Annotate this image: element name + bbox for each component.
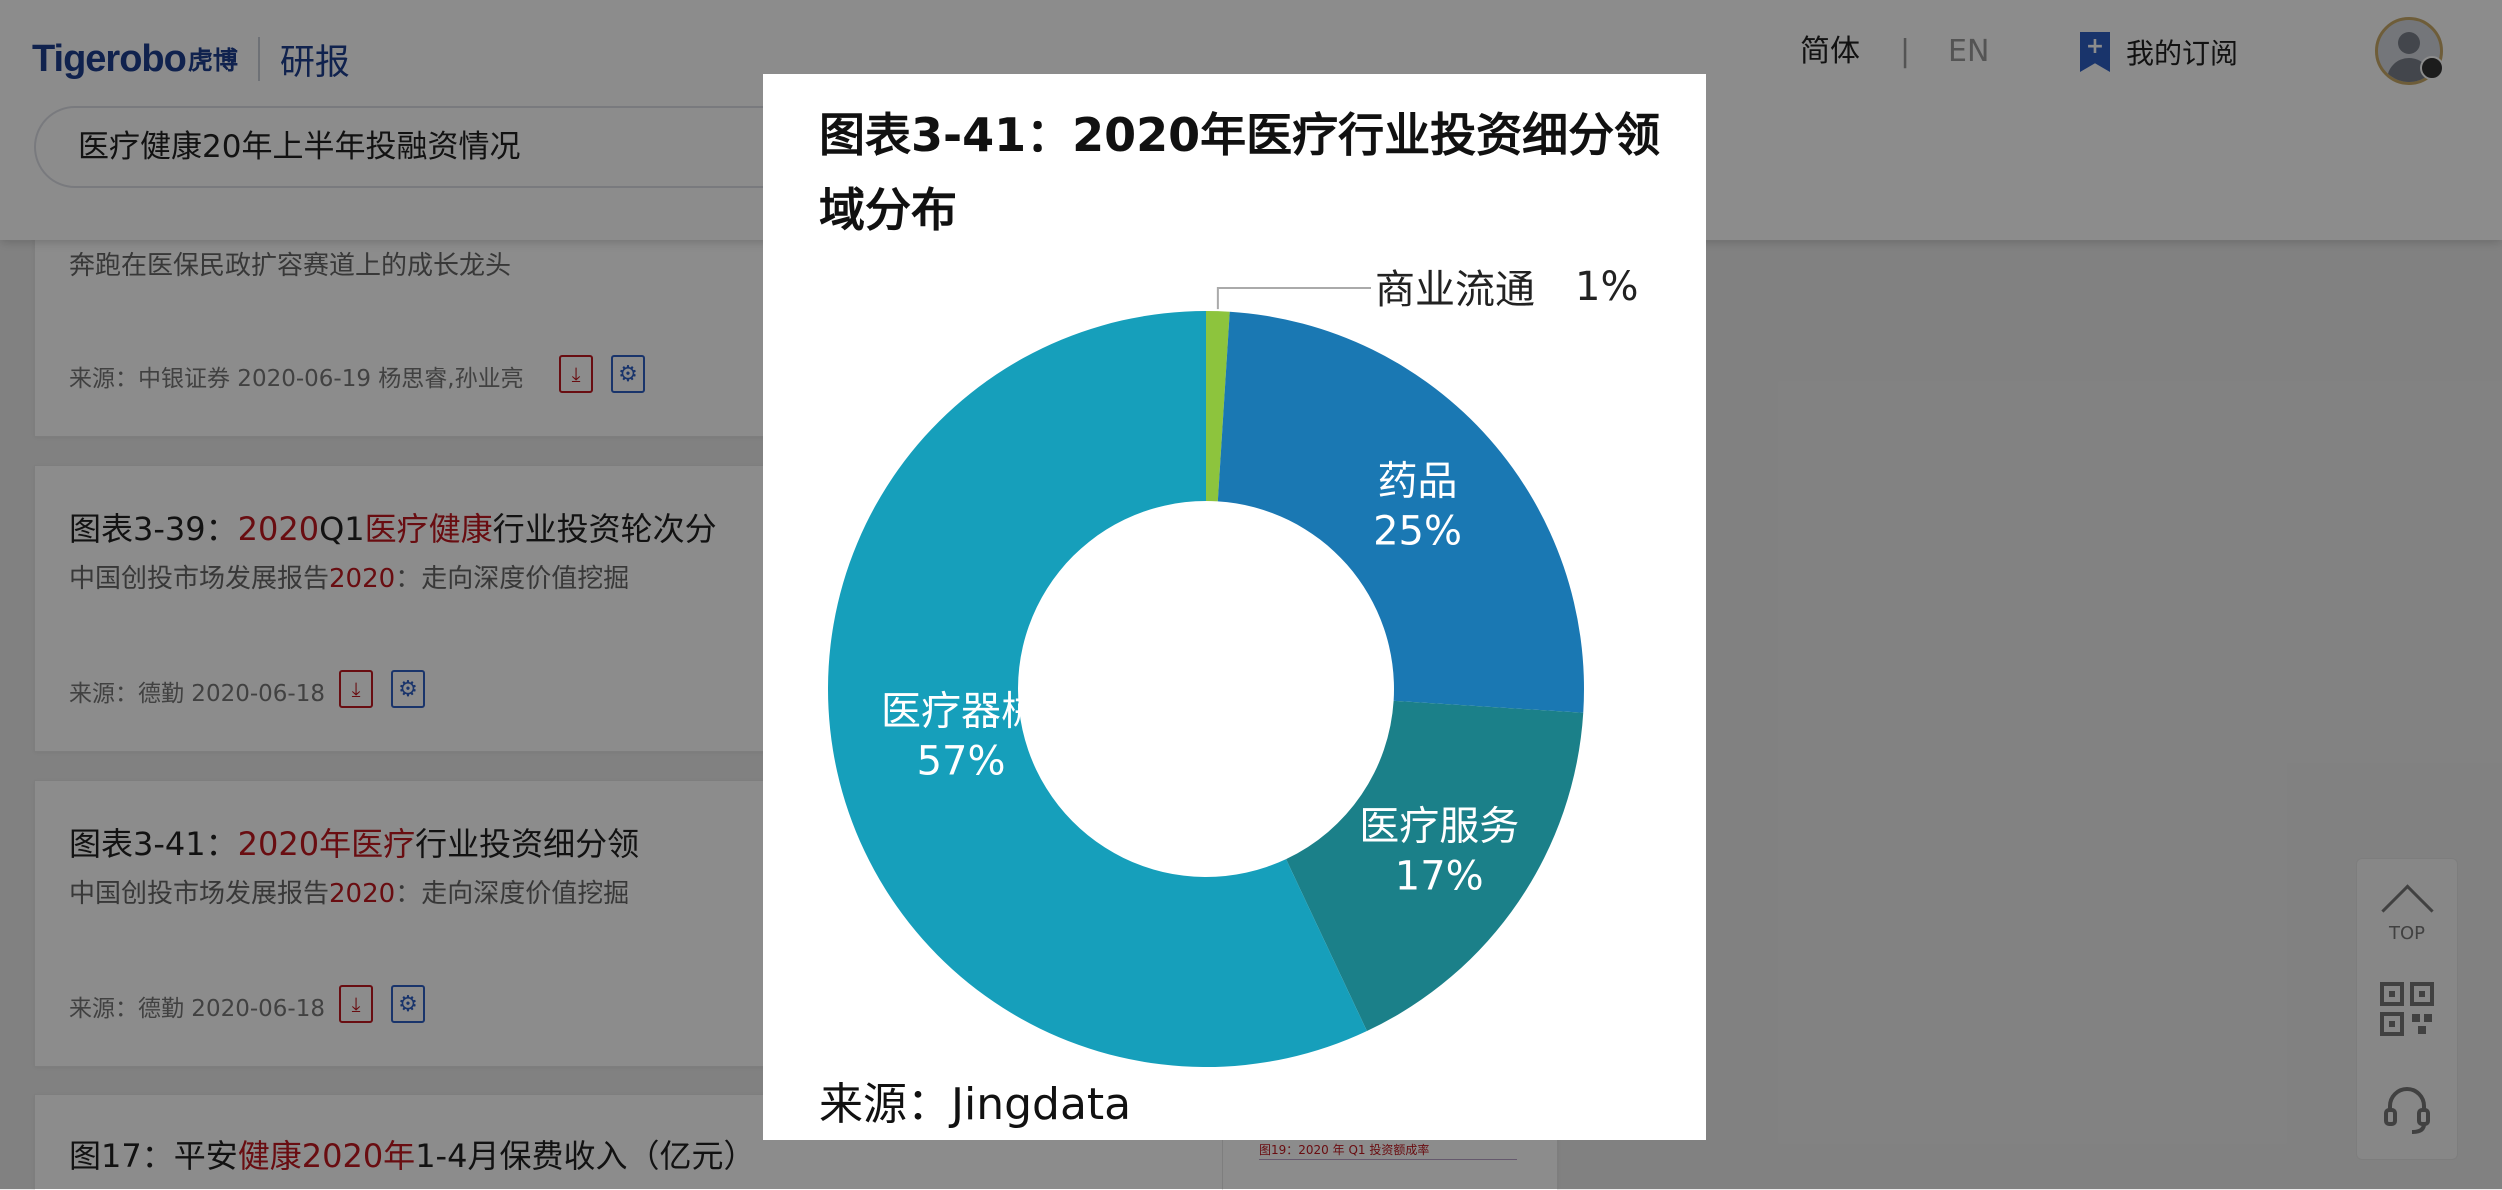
headset-icon [2384, 1087, 2430, 1134]
donut-slice-label: 医疗服务 [1359, 804, 1519, 850]
user-avatar[interactable] [2375, 17, 2443, 85]
title-part: Q1 [319, 510, 365, 548]
title-part: 行业投资轮次分 [492, 510, 717, 548]
pdf-icon[interactable]: ⤓ [339, 985, 373, 1023]
customer-service-button[interactable] [2357, 1059, 2457, 1159]
view-source-icon[interactable]: ⚙ [391, 670, 425, 708]
title-part: 图表3-41： [69, 825, 238, 863]
title-part: 图表3-39： [69, 510, 238, 548]
my-subscriptions-label: 我的订阅 [2126, 37, 2239, 70]
logo-cn-text: 虎博 [187, 46, 238, 75]
result-source-meta: 来源：德勤 2020-06-18 [69, 681, 325, 707]
avatar-head-shape [2398, 32, 2420, 54]
title-part: 图17：平安 [69, 1137, 238, 1175]
lang-divider: | [1900, 34, 1911, 69]
result-subtitle: 奔跑在医保民政扩容赛道上的成长龙头 [69, 251, 512, 281]
donut-slice [1206, 311, 1230, 502]
search-query-text: 医疗健康20年上半年投融资情况 [78, 129, 521, 165]
result-title[interactable]: 图17：平安健康2020年1-4月保费收入（亿元） [69, 1131, 755, 1177]
subtitle-part: ：走向深度价值挖掘 [395, 879, 630, 909]
view-source-icon[interactable]: ⚙ [611, 355, 645, 393]
my-subscriptions-link[interactable]: + 我的订阅 [2080, 32, 2238, 72]
title-part: 1-4月保费收入（亿元） [415, 1137, 756, 1175]
lang-english[interactable]: EN [1948, 34, 1990, 69]
lang-simplified-chinese[interactable]: 简体 [1800, 34, 1860, 69]
title-part: 行业投资细分领 [415, 825, 640, 863]
donut-slice-label: 1% [1575, 264, 1638, 310]
result-subtitle: 中国创投市场发展报告2020：走向深度价值挖掘 [69, 873, 629, 910]
result-source-meta: 来源：德勤 2020-06-18 [69, 996, 325, 1022]
logo-text: Tigerobo [32, 37, 187, 80]
donut-slice-label: 17% [1395, 854, 1484, 900]
title-highlight: 2020年医疗 [237, 825, 416, 863]
result-source-meta: 来源：中银证券 2020-06-19 杨思睿,孙业亮 [69, 366, 524, 392]
qr-code-icon [2380, 982, 2434, 1036]
subtitle-part: ：走向深度价值挖掘 [395, 564, 630, 594]
logo-divider [257, 37, 260, 81]
back-to-top-button[interactable]: TOP [2357, 859, 2457, 959]
chart-source: 来源：Jingdata [819, 1079, 1132, 1130]
thumbnail-caption: 图19：2020 年 Q1 投资额成率 [1259, 1143, 1430, 1157]
donut-slice [1286, 700, 1584, 1032]
site-logo[interactable]: Tigerobo 虎博 研报 [32, 34, 350, 84]
result-thumbnail[interactable]: 图19：2020 年 Q1 投资额成率 [1222, 1136, 1558, 1190]
donut-slice-label: 药品 [1378, 459, 1458, 505]
subtitle-highlight: 2020 [329, 564, 396, 594]
title-highlight: 健康2020年 [237, 1137, 416, 1175]
result-title[interactable]: 图表3-41：2020年医疗行业投资细分领 [69, 819, 639, 865]
chart-title: 图表3-41：2020年医疗行业投资细分领域分布 [819, 108, 1661, 237]
vip-badge-icon [2420, 56, 2444, 80]
subtitle-part: 中国创投市场发展报告 [69, 564, 330, 594]
donut-slice-label: 25% [1373, 509, 1462, 555]
view-source-icon[interactable]: ⚙ [391, 985, 425, 1023]
section-title[interactable]: 研报 [279, 42, 350, 83]
donut-slice-label: 医疗器械 [881, 689, 1041, 735]
donut-slice [827, 311, 1367, 1067]
back-to-top-label: TOP [2388, 923, 2426, 944]
donut-slice [1217, 311, 1584, 713]
donut-slice-label: 57% [917, 739, 1006, 785]
image-preview-modal: 商业流通 1% 药品 25% 医疗服务 17% 医疗器械 57% 图表3-41：2020年医疗… [763, 74, 1706, 1140]
leader-line [1216, 287, 1371, 310]
donut-slice-label: 商业流通 [1375, 267, 1535, 313]
qr-code-button[interactable] [2357, 959, 2457, 1059]
pdf-icon[interactable]: ⤓ [339, 670, 373, 708]
result-title[interactable]: 图表3-39：2020Q1医疗健康行业投资轮次分 [69, 504, 717, 550]
title-highlight: 医疗健康 [364, 510, 493, 548]
pdf-icon[interactable]: ⤓ [559, 355, 593, 393]
title-highlight: 2020 [237, 510, 320, 548]
result-subtitle: 中国创投市场发展报告2020：走向深度价值挖掘 [69, 558, 629, 595]
right-float-toolbar: TOP [2356, 858, 2458, 1160]
thumbnail-rule [1259, 1159, 1517, 1160]
subtitle-highlight: 2020 [329, 879, 396, 909]
subtitle-part: 中国创投市场发展报告 [69, 879, 330, 909]
